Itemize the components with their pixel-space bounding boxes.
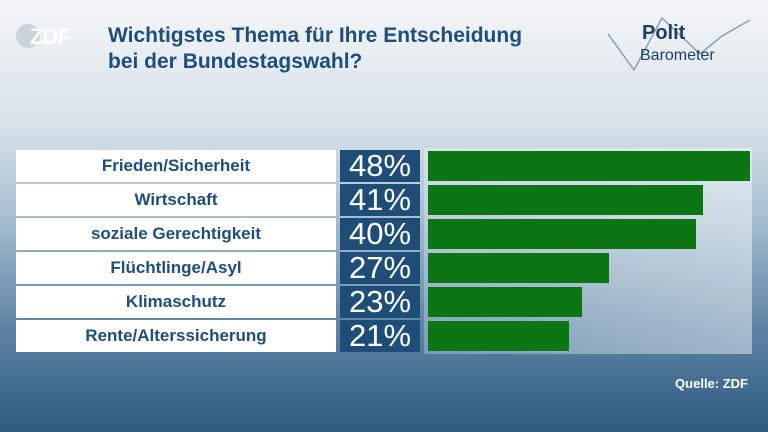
chart-title: Wichtigstes Thema für Ihre Entscheidung … (108, 23, 588, 75)
bar-track (424, 148, 752, 354)
bar (428, 287, 582, 317)
politbarometer-text-polit: Polit (642, 22, 686, 44)
bar (428, 185, 703, 215)
value-label: 41% (340, 184, 420, 216)
chart-title-line1: Wichtigstes Thema für Ihre Entscheidung (108, 24, 523, 47)
category-label: Rente/Alterssicherung (16, 320, 336, 352)
category-label: Flüchtlinge/Asyl (16, 252, 336, 284)
zdf-logo-circle (16, 24, 40, 48)
bar (428, 321, 569, 351)
zdf-logo: ZDF (16, 24, 78, 50)
chart-title-line2: bei der Bundestagswahl? (108, 50, 363, 73)
zdf-logo-text: ZDF (30, 24, 71, 49)
politbarometer-zigzag-icon (607, 16, 751, 72)
bar (428, 253, 609, 283)
bar (428, 219, 696, 249)
category-label: Wirtschaft (16, 184, 336, 216)
category-label: Frieden/Sicherheit (16, 150, 336, 182)
category-label: Klimaschutz (16, 286, 336, 318)
politbarometer-logo: Polit Barometer (604, 14, 752, 74)
value-label: 40% (340, 218, 420, 250)
politbarometer-text-barometer: Barometer (640, 47, 715, 64)
source-note: Quelle: ZDF (675, 376, 748, 391)
value-label: 21% (340, 320, 420, 352)
value-label: 27% (340, 252, 420, 284)
category-label: soziale Gerechtigkeit (16, 218, 336, 250)
value-label: 48% (340, 150, 420, 182)
value-label: 23% (340, 286, 420, 318)
bar (428, 151, 750, 181)
